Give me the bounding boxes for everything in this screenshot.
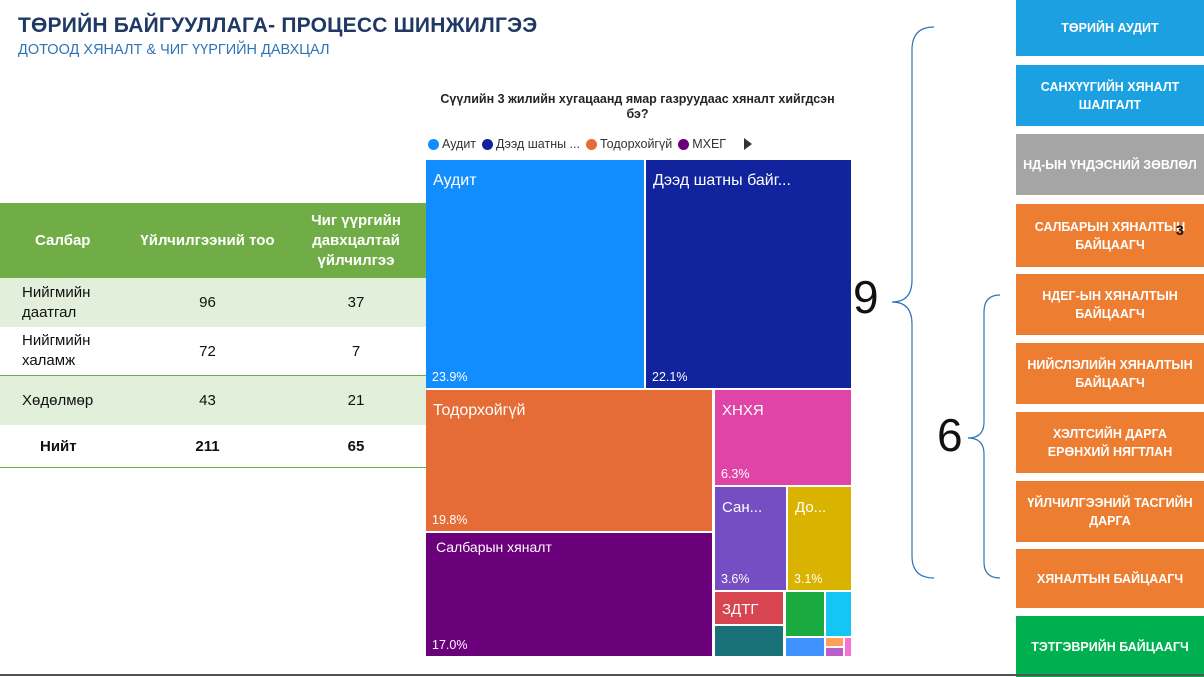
treemap-chart: Аудит 23.9% Дээд шатны байг... 22.1% Тодорхо… [426, 160, 851, 656]
row-overlap: 37 [347, 294, 365, 311]
row-services: 72 [199, 342, 216, 360]
treemap-tile[interactable] [788, 487, 851, 590]
page-title: ТӨРИЙН БАЙГУУЛЛАГА- ПРОЦЕСС ШИНЖИЛГЭЭ [18, 14, 538, 37]
treemap-tile-value: 19.8% [432, 513, 467, 527]
legend-label: МХЕГ [692, 137, 727, 151]
treemap-tile[interactable] [426, 160, 644, 388]
table-header-row: Салбар Үйлчилгээний тоо Чиг үүргийн давх… [0, 203, 427, 278]
sidebar-box: ХЭЛТСИЙН ДАРГА ЕРӨНХИЙ НЯГТЛАН [1016, 412, 1204, 473]
treemap-tile[interactable] [826, 648, 843, 656]
sidebar-box: ҮЙЛЧИЛГЭЭНИЙ ТАСГИЙН ДАРГА [1016, 481, 1204, 542]
treemap-tile-value: 23.9% [432, 370, 467, 384]
table-row: Нийгмийн даатгал 96 37 [0, 278, 427, 327]
legend-item[interactable]: МХЕГ [678, 137, 726, 151]
row-sector: Нийгмийн даатгал [22, 283, 91, 321]
treemap-tile-value: 6.3% [721, 467, 750, 481]
sidebar-box: САЛБАРЫН ХЯНАЛТЫН БАЙЦААГЧ [1016, 204, 1204, 267]
total-overlap: 65 [347, 437, 365, 455]
treemap-tile[interactable] [715, 487, 786, 590]
legend-item[interactable]: Дээд шатны ... [482, 137, 580, 151]
legend-dot [678, 138, 690, 150]
treemap-tile-label: Сан... [722, 499, 762, 516]
treemap-tile[interactable] [715, 390, 851, 485]
treemap-tile-label: ХНХЯ [722, 402, 764, 419]
treemap-tile[interactable] [845, 638, 851, 656]
treemap-tile-value: 3.6% [721, 572, 750, 586]
treemap-tile[interactable] [715, 626, 783, 656]
bottom-divider [0, 674, 1204, 676]
sidebar-box: САНХҮҮГИЙН ХЯНАЛТ ШАЛГАЛТ [1016, 65, 1204, 126]
treemap-tile-label: Аудит [433, 172, 477, 189]
brace-small-count: 6 [937, 409, 963, 461]
header-overlap: Чиг үүргийн давхцалтай үйлчилгээ [311, 211, 401, 269]
legend-next-arrow-icon[interactable] [744, 138, 753, 150]
legend-label: Тодорхойгүй [599, 137, 673, 151]
treemap-tile-label: ЗДТГ [722, 601, 759, 618]
sidebar-box: ТЭТГЭВРИЙН БАЙЦААГЧ [1016, 616, 1204, 677]
legend-item[interactable]: Аудит [428, 137, 476, 151]
treemap-tile-label: Дээд шатны байг... [653, 172, 791, 189]
row-overlap: 7 [351, 342, 361, 360]
treemap-tile-label: Тодорхойгүй [433, 402, 525, 419]
treemap-tile-value: 3.1% [794, 572, 823, 586]
table-row: Хөдөлмөр 43 21 [0, 376, 427, 425]
brace-large-count: 9 [853, 271, 879, 323]
total-services: 211 [195, 437, 220, 455]
treemap-tile-label: Салбарын хяналт [436, 539, 552, 555]
legend-dot [482, 138, 494, 150]
sidebar-box: НД-ЫН ҮНДЭСНИЙ ЗӨВЛӨЛ [1016, 134, 1204, 195]
brace-large [891, 26, 935, 579]
legend-item[interactable]: Тодорхойгүй [585, 137, 673, 151]
treemap-tile[interactable] [826, 638, 843, 646]
treemap-tile[interactable] [786, 592, 824, 636]
treemap-tile-value: 17.0% [432, 638, 467, 652]
treemap-tile[interactable] [826, 592, 851, 636]
chart-legend: Аудит Дээд шатны ... Тодорхойгүй МХЕГ [428, 135, 753, 153]
total-label: Нийт [40, 437, 77, 455]
table-total-row: Нийт 211 65 [0, 425, 427, 468]
treemap-tile-label: До... [795, 499, 826, 516]
sidebar-box: ХЯНАЛТЫН БАЙЦААГЧ [1016, 549, 1204, 608]
services-table: Салбар Үйлчилгээний тоо Чиг үүргийн давх… [0, 203, 427, 468]
chart-title: Сүүлийн 3 жилийн хугацаанд ямар газрууда… [440, 92, 835, 121]
legend-label: Аудит [442, 137, 477, 151]
brace-small [967, 294, 1001, 579]
treemap-tile[interactable] [426, 390, 712, 531]
treemap-tile[interactable] [786, 638, 824, 656]
sidebar-box: НИЙСЛЭЛИЙН ХЯНАЛТЫН БАЙЦААГЧ [1016, 343, 1204, 404]
row-services: 96 [199, 294, 216, 311]
row-sector: Нийгмийн халамж [22, 332, 91, 369]
row-overlap: 21 [347, 392, 365, 409]
legend-dot [585, 138, 597, 150]
treemap-tile[interactable] [646, 160, 851, 388]
sidebar-box: НДЕГ-ЫН ХЯНАЛТЫН БАЙЦААГЧ [1016, 274, 1204, 335]
marker-count: 3 [1176, 222, 1184, 238]
header-services: Үйлчилгээний тоо [140, 232, 275, 249]
treemap-tile-value: 22.1% [652, 370, 687, 384]
sidebar-box: ТӨРИЙН АУДИТ [1016, 0, 1204, 56]
page-subtitle: ДОТООД ХЯНАЛТ & ЧИГ ҮҮРГИЙН ДАВХЦАЛ [18, 42, 330, 58]
row-services: 43 [199, 392, 216, 409]
legend-dot [428, 138, 439, 150]
legend-label: Дээд шатны ... [496, 137, 580, 151]
row-sector: Хөдөлмөр [22, 391, 94, 409]
table-row: Нийгмийн халамж 72 7 [0, 327, 427, 376]
header-sector: Салбар [35, 232, 91, 249]
treemap-tile[interactable] [715, 592, 783, 624]
treemap-tile[interactable] [426, 533, 712, 656]
